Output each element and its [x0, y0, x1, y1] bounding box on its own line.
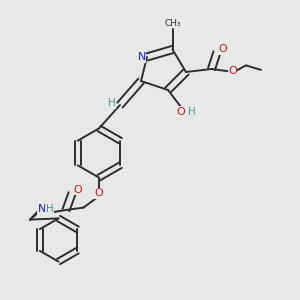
Text: CH₃: CH₃ [164, 19, 181, 28]
Text: O: O [94, 188, 103, 198]
Text: H: H [108, 98, 116, 109]
Text: H: H [46, 204, 53, 214]
Text: N: N [137, 52, 146, 62]
Text: O: O [218, 44, 227, 55]
Text: O: O [228, 66, 237, 76]
Text: O: O [73, 185, 82, 195]
Text: N: N [38, 204, 46, 214]
Text: O: O [177, 107, 186, 117]
Text: H: H [188, 107, 196, 117]
